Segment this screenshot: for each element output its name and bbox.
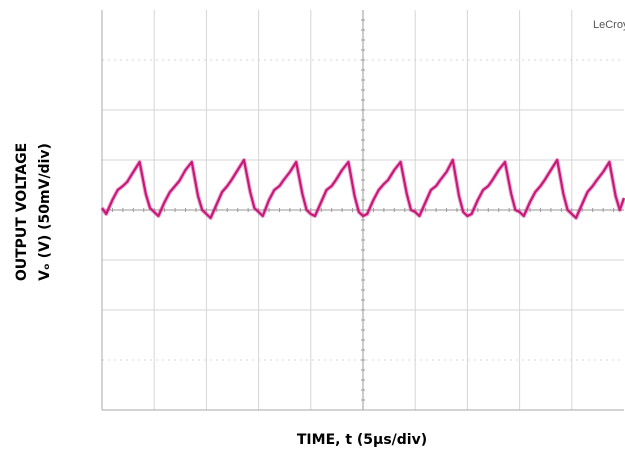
lecroy-brand-label: LeCroy xyxy=(593,19,625,31)
waveform-line xyxy=(101,158,625,220)
x-axis-label: TIME, t (5µs/div) xyxy=(297,432,427,448)
y-axis-label-line2: Vₒ (V) (50mV/div) xyxy=(37,143,53,281)
y-axis-label-line1: OUTPUT VOLTAGE xyxy=(14,143,30,281)
y-axis-label-group: OUTPUT VOLTAGE Vₒ (V) (50mV/div) xyxy=(14,143,53,281)
waveform-trace xyxy=(100,157,625,221)
grid xyxy=(101,10,624,411)
